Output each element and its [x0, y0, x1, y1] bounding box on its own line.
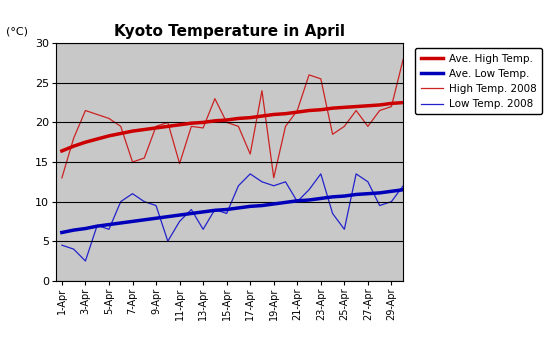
Legend: Ave. High Temp., Ave. Low Temp., High Temp. 2008, Low Temp. 2008: Ave. High Temp., Ave. Low Temp., High Te… — [416, 48, 542, 114]
Text: (°C): (°C) — [6, 26, 27, 36]
Title: Kyoto Temperature in April: Kyoto Temperature in April — [114, 24, 345, 39]
